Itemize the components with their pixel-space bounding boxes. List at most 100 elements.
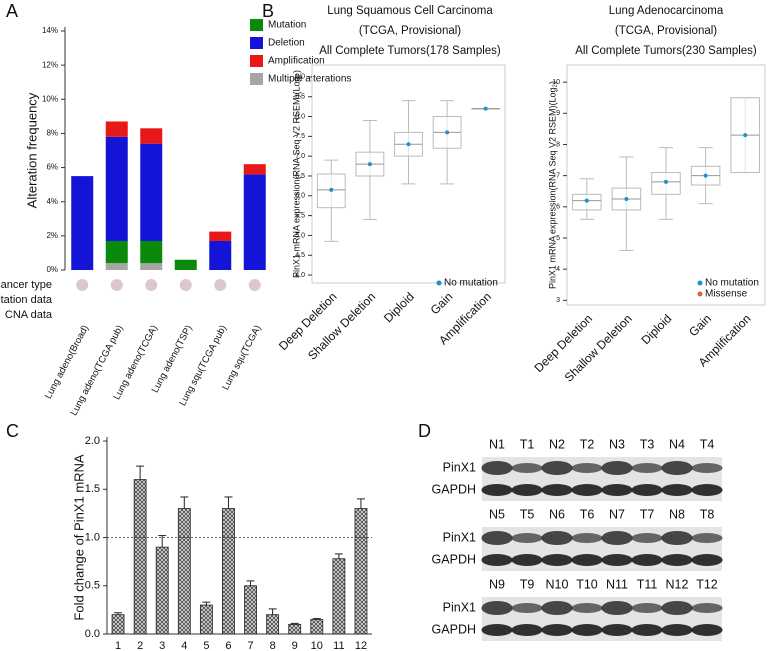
blot-band	[481, 461, 513, 475]
lane-label: N12	[666, 577, 689, 591]
y-tick-label: 1.5	[85, 483, 100, 495]
bar	[199, 604, 213, 635]
x-tick-label: 11	[333, 640, 344, 651]
lane-label: N1	[489, 437, 505, 451]
median-dot	[367, 162, 372, 167]
blot-band	[661, 461, 693, 475]
blot-band	[541, 531, 573, 545]
bar-segment	[105, 136, 128, 241]
bar-segment	[140, 263, 163, 270]
y-axis-label: PinX1 mRNA expression(RNA Seq V2 RSEM)(L…	[547, 81, 557, 289]
blot-band	[541, 554, 573, 566]
bar	[244, 585, 257, 635]
y-tick-label: 8.5	[295, 94, 305, 101]
lane-label: N10	[546, 577, 569, 591]
median-dot	[703, 173, 708, 178]
blot-band	[541, 484, 573, 496]
blot-band	[691, 603, 723, 613]
lane-label: T3	[640, 437, 655, 451]
plot-frame	[566, 64, 766, 306]
bar	[222, 508, 235, 635]
x-tick-label: Shallow Deletion	[305, 289, 378, 362]
y-tick-label: 6.0	[295, 193, 305, 200]
y-tick-label: 7	[556, 172, 560, 179]
lane-label: T12	[696, 577, 718, 591]
panel-label: D	[418, 421, 431, 441]
y-tick-label: 7.5	[295, 133, 305, 140]
blot-band	[511, 603, 543, 613]
x-tick-label: Lung squ(TCGA)	[220, 323, 263, 392]
median-dot	[584, 198, 589, 203]
y-tick-label: 5	[556, 235, 560, 242]
x-tick-label: Diploid	[639, 311, 675, 347]
blot-band	[631, 484, 663, 496]
median-dot	[329, 187, 334, 192]
x-tick-label: 1	[115, 640, 121, 651]
legend-swatch	[250, 19, 263, 31]
median-dot	[445, 130, 450, 135]
bar-segment	[140, 143, 163, 241]
blot-band	[511, 463, 543, 473]
blot-band	[511, 554, 543, 566]
y-tick-label: 10%	[42, 94, 58, 103]
blot-band	[481, 484, 513, 496]
x-tick-label: 8	[270, 640, 276, 651]
lane-label: T8	[700, 507, 715, 521]
blot-band	[631, 463, 663, 473]
x-tick-label: 2	[137, 640, 143, 651]
blot-band	[661, 484, 693, 496]
y-tick-label: 10	[552, 79, 560, 86]
lane-label: T1	[520, 437, 535, 451]
bar	[266, 614, 280, 635]
bar	[177, 508, 191, 635]
lane-label: N9	[489, 577, 505, 591]
bar	[155, 546, 169, 635]
blot-band	[601, 484, 633, 496]
y-axis-label: PinX1 mRNA expression(RNA Seq V2 RSEM)(L…	[291, 70, 301, 278]
bar-segment	[174, 259, 197, 270]
data-circle	[110, 279, 123, 291]
y-axis-label: Fold change of PinX1 mRNA	[71, 454, 86, 621]
lane-label: N2	[549, 437, 565, 451]
blot-band	[631, 533, 663, 543]
panel-label: B	[262, 1, 274, 21]
lane-label: T7	[640, 507, 655, 521]
blot-band	[481, 554, 513, 566]
y-tick-label: 9.0	[295, 74, 305, 81]
blot-band	[691, 484, 723, 496]
x-tick-label: 5	[203, 640, 209, 651]
x-tick-label: 3	[159, 640, 165, 651]
y-tick-label: 5.0	[295, 232, 305, 239]
y-tick-label: 0%	[46, 265, 58, 274]
lane-label: N7	[609, 507, 625, 521]
bar-segment	[209, 240, 232, 270]
x-tick-label: Gain	[686, 311, 714, 339]
bar-segment	[243, 174, 266, 270]
legend-marker	[697, 280, 703, 286]
y-tick-label: 8.0	[295, 113, 305, 120]
y-tick-label: 8	[556, 141, 560, 148]
blot-band	[601, 601, 633, 615]
row-label: GAPDH	[432, 482, 476, 496]
blot-band	[661, 531, 693, 545]
blot-band	[571, 463, 603, 473]
bar-segment	[105, 240, 128, 264]
row-label: GAPDH	[432, 622, 476, 636]
chart-title: (TCGA, Provisional)	[615, 25, 717, 37]
blot-band	[481, 624, 513, 636]
legend-swatch	[250, 73, 263, 85]
bar-segment	[105, 263, 128, 270]
blot-band	[631, 603, 663, 613]
bar	[288, 623, 302, 635]
x-tick-label: 9	[292, 640, 298, 651]
panel-label: A	[6, 1, 18, 21]
legend-label: Deletion	[268, 38, 305, 49]
bar	[133, 479, 147, 635]
blot-band	[541, 624, 573, 636]
y-tick-label: 4%	[46, 197, 58, 206]
blot-band	[691, 463, 723, 473]
lane-label: T2	[580, 437, 595, 451]
x-tick-label: 7	[247, 640, 253, 651]
lane-label: N5	[489, 507, 505, 521]
